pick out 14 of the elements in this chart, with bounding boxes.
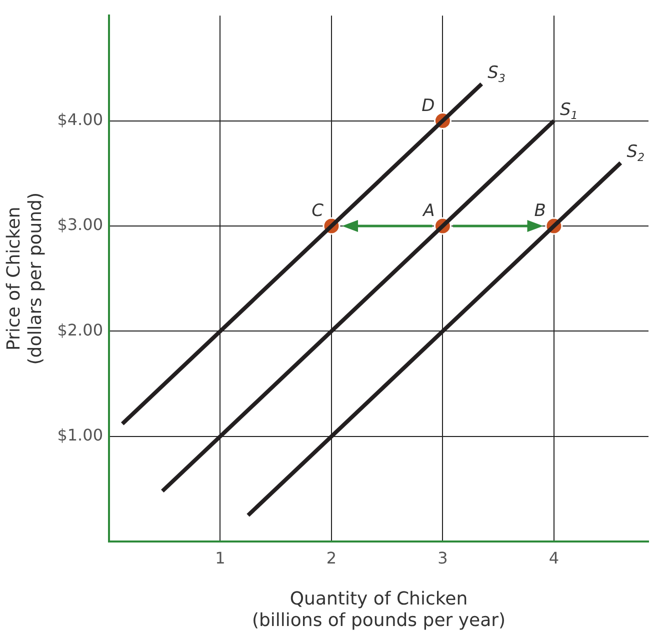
- x-tick-label: 1: [215, 548, 226, 568]
- x-axis-title: Quantity of Chicken (billions of pounds per year): [252, 588, 506, 631]
- annotation: D: [422, 96, 435, 116]
- y-axis-title: Price of Chicken (dollars per pound): [3, 192, 46, 365]
- x-tick-label: 2: [326, 548, 337, 568]
- y-tick-label: $4.00: [57, 110, 104, 129]
- x-tick-label: 3: [438, 548, 448, 568]
- annotation: B: [534, 201, 546, 221]
- y-tick-label: $2.00: [57, 320, 104, 340]
- y-tick-label: $1.00: [57, 426, 104, 445]
- y-tick-label: $3.00: [57, 215, 104, 234]
- annotation: A: [422, 201, 435, 221]
- x-tick-label: 4: [548, 548, 560, 568]
- annotation: C: [312, 201, 324, 221]
